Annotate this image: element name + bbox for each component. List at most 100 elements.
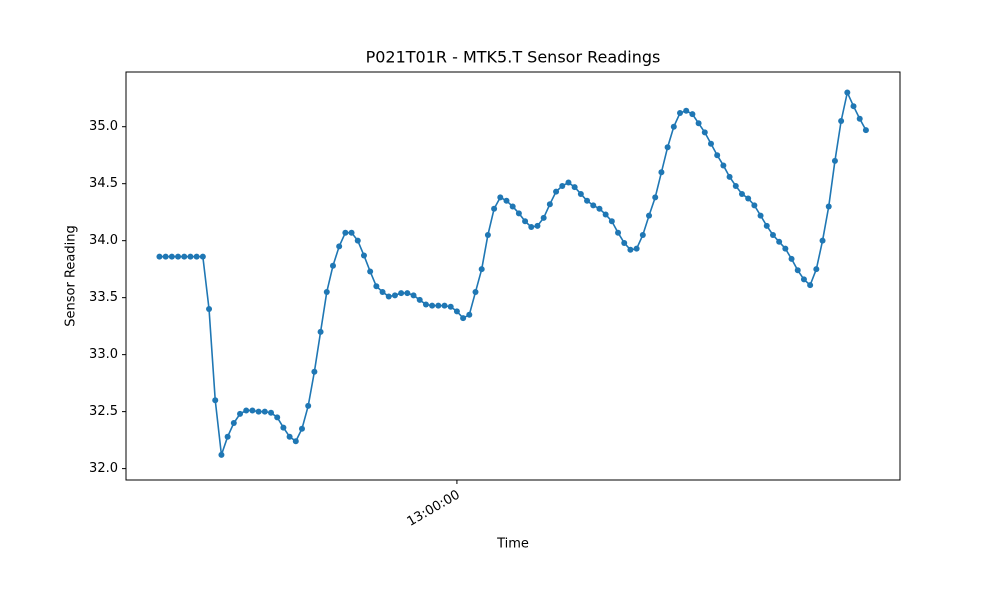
data-point: [646, 212, 653, 219]
data-point: [862, 127, 869, 134]
data-point: [503, 197, 510, 204]
data-point: [813, 266, 820, 273]
data-point: [385, 293, 392, 300]
data-point: [763, 222, 770, 229]
data-point: [825, 203, 832, 210]
data-point: [838, 118, 845, 125]
data-point: [398, 290, 405, 297]
data-point: [187, 253, 194, 260]
data-point: [261, 408, 268, 415]
data-point: [484, 231, 491, 238]
data-point: [670, 123, 677, 130]
data-point: [460, 315, 467, 322]
data-point: [441, 302, 448, 309]
data-point: [168, 253, 175, 260]
data-point: [317, 328, 324, 335]
data-point: [565, 179, 572, 186]
data-point: [156, 253, 163, 260]
data-point: [466, 311, 473, 318]
data-point: [280, 424, 287, 431]
data-point: [478, 266, 485, 273]
data-point: [435, 302, 442, 309]
data-point: [621, 239, 628, 246]
x-axis-label: Time: [496, 537, 529, 552]
y-tick-label: 34.0: [89, 233, 118, 248]
data-point: [546, 201, 553, 208]
data-point: [602, 211, 609, 218]
data-point: [782, 245, 789, 252]
data-point: [831, 157, 838, 164]
data-point: [181, 253, 188, 260]
data-point: [788, 255, 795, 262]
data-point: [472, 288, 479, 295]
data-point: [856, 115, 863, 122]
plot-frame: [125, 71, 901, 481]
data-point: [751, 202, 758, 209]
data-point: [714, 152, 721, 159]
data-point: [608, 218, 615, 225]
data-point: [658, 169, 665, 176]
data-line: [159, 89, 867, 456]
data-point: [249, 407, 256, 414]
data-point: [776, 238, 783, 245]
data-point: [639, 231, 646, 238]
data-point: [224, 433, 231, 440]
data-point: [404, 290, 411, 297]
data-point: [850, 103, 857, 110]
data-point: [391, 292, 398, 299]
data-point: [422, 301, 429, 308]
data-point: [429, 302, 436, 309]
data-point: [218, 451, 225, 458]
data-point: [707, 140, 714, 147]
data-point: [509, 203, 516, 210]
data-point: [738, 190, 745, 197]
x-tick-label: 13:00:00: [405, 488, 463, 530]
data-point: [528, 223, 535, 230]
data-point: [794, 267, 801, 274]
data-point: [584, 197, 591, 204]
data-point: [633, 245, 640, 252]
data-point: [800, 276, 807, 283]
data-point: [683, 107, 690, 114]
data-point: [206, 306, 213, 313]
y-tick-label: 35.0: [89, 119, 118, 134]
y-tick-label: 32.5: [89, 404, 118, 419]
chart-title: P021T01R - MTK5.T Sensor Readings: [366, 48, 661, 67]
data-point: [515, 210, 522, 217]
data-point: [757, 212, 764, 219]
data-point: [305, 402, 312, 409]
data-point: [664, 144, 671, 151]
data-point: [268, 409, 275, 416]
data-point: [497, 194, 504, 201]
data-point: [237, 410, 244, 417]
data-point: [769, 231, 776, 238]
data-point: [677, 110, 684, 117]
data-point: [491, 205, 498, 212]
y-tick-label: 34.5: [89, 176, 118, 191]
data-point: [342, 229, 349, 236]
data-point: [553, 188, 560, 195]
data-point: [652, 194, 659, 201]
data-point: [590, 202, 597, 209]
data-point: [726, 173, 733, 180]
data-point: [373, 283, 380, 290]
y-axis-label: Sensor Reading: [64, 225, 79, 326]
data-point: [212, 397, 219, 404]
data-point: [720, 162, 727, 169]
data-point: [311, 368, 318, 375]
data-point: [199, 253, 206, 260]
data-point: [348, 229, 355, 236]
data-point: [540, 214, 547, 221]
data-point: [367, 268, 374, 275]
data-point: [243, 407, 250, 414]
data-point: [596, 205, 603, 212]
data-point: [819, 237, 826, 244]
data-point: [689, 111, 696, 118]
data-point: [336, 243, 343, 250]
data-point: [695, 120, 702, 127]
data-point: [844, 89, 851, 96]
data-point: [571, 184, 578, 191]
data-point: [416, 296, 423, 303]
